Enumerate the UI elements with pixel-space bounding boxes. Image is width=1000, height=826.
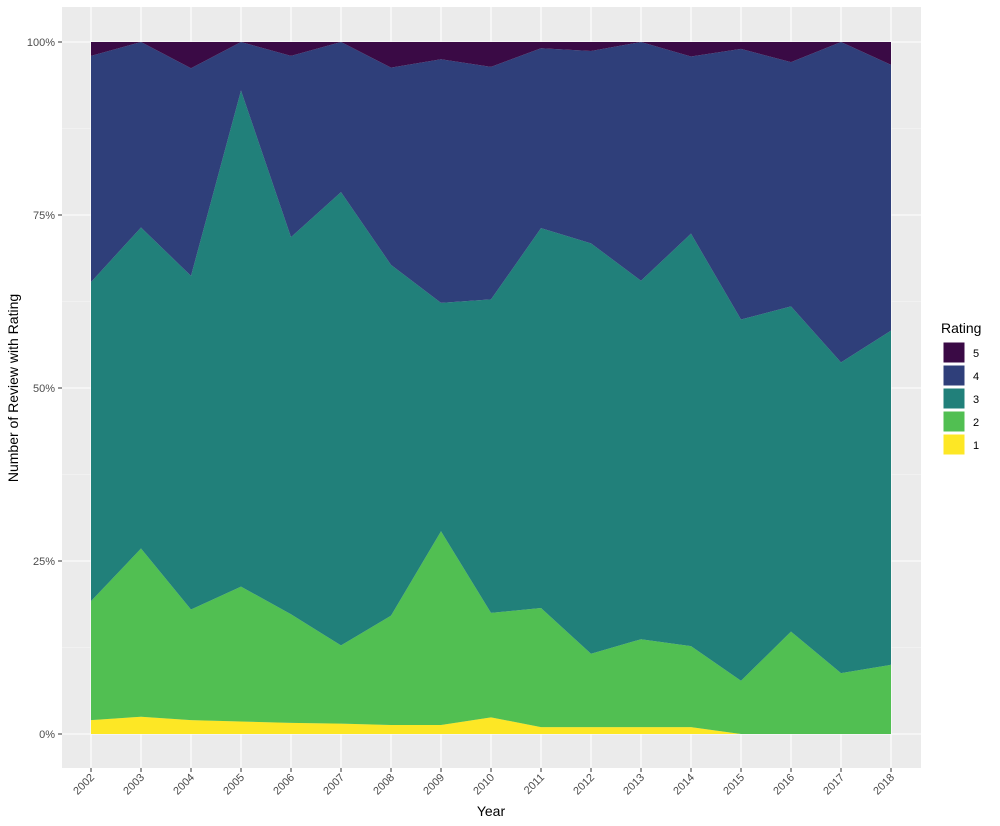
x-axis-title: Year bbox=[477, 803, 506, 819]
legend-label-5: 5 bbox=[973, 348, 979, 360]
legend-title: Rating bbox=[941, 320, 981, 336]
x-tick-label: 2008 bbox=[371, 772, 397, 798]
x-axis: 2002 2003 2004 2005 2006 2007 2008 2009 2010 2011… bbox=[71, 768, 897, 797]
y-axis: 0% 25% 50% 75% 100% bbox=[27, 37, 62, 741]
x-tick-label: 2018 bbox=[871, 772, 897, 798]
stacked-areas bbox=[91, 42, 891, 734]
x-tick-label: 2009 bbox=[421, 772, 447, 798]
area-rating-2 bbox=[91, 531, 891, 734]
x-tick-label: 2002 bbox=[71, 772, 97, 798]
x-tick-label: 2013 bbox=[621, 772, 647, 798]
y-tick-label: 25% bbox=[33, 556, 55, 568]
y-tick-label: 75% bbox=[33, 210, 55, 222]
x-tick-label: 2010 bbox=[471, 772, 497, 798]
x-tick-label: 2011 bbox=[522, 772, 547, 797]
x-tick-label: 2003 bbox=[121, 772, 147, 798]
x-tick-label: 2012 bbox=[571, 772, 597, 798]
legend-label-2: 2 bbox=[973, 417, 979, 429]
y-tick-label: 100% bbox=[27, 37, 55, 49]
x-tick-label: 2017 bbox=[821, 772, 847, 798]
legend-label-1: 1 bbox=[973, 440, 979, 452]
area-rating-3 bbox=[91, 90, 891, 681]
legend: Rating 5 4 3 2 1 bbox=[941, 320, 981, 456]
x-tick-label: 2016 bbox=[771, 772, 797, 798]
legend-key-1 bbox=[942, 433, 966, 456]
legend-key-3 bbox=[942, 387, 966, 410]
legend-label-4: 4 bbox=[973, 371, 979, 383]
area-rating-4 bbox=[91, 42, 891, 363]
y-tick-label: 0% bbox=[39, 729, 55, 741]
x-tick-label: 2007 bbox=[321, 772, 347, 798]
area-rating-5 bbox=[91, 42, 891, 69]
x-tick-label: 2006 bbox=[271, 772, 297, 798]
legend-key-5 bbox=[942, 341, 966, 364]
x-tick-label: 2005 bbox=[221, 772, 247, 798]
legend-key-4 bbox=[942, 364, 966, 387]
legend-label-3: 3 bbox=[973, 394, 979, 406]
x-tick-label: 2015 bbox=[721, 772, 747, 798]
area-rating-1 bbox=[91, 716, 891, 734]
y-tick-label: 50% bbox=[33, 383, 55, 395]
x-tick-label: 2014 bbox=[671, 772, 697, 798]
legend-key-2 bbox=[942, 410, 966, 433]
y-axis-title: Number of Review with Rating bbox=[5, 294, 21, 482]
x-tick-label: 2004 bbox=[171, 772, 197, 798]
